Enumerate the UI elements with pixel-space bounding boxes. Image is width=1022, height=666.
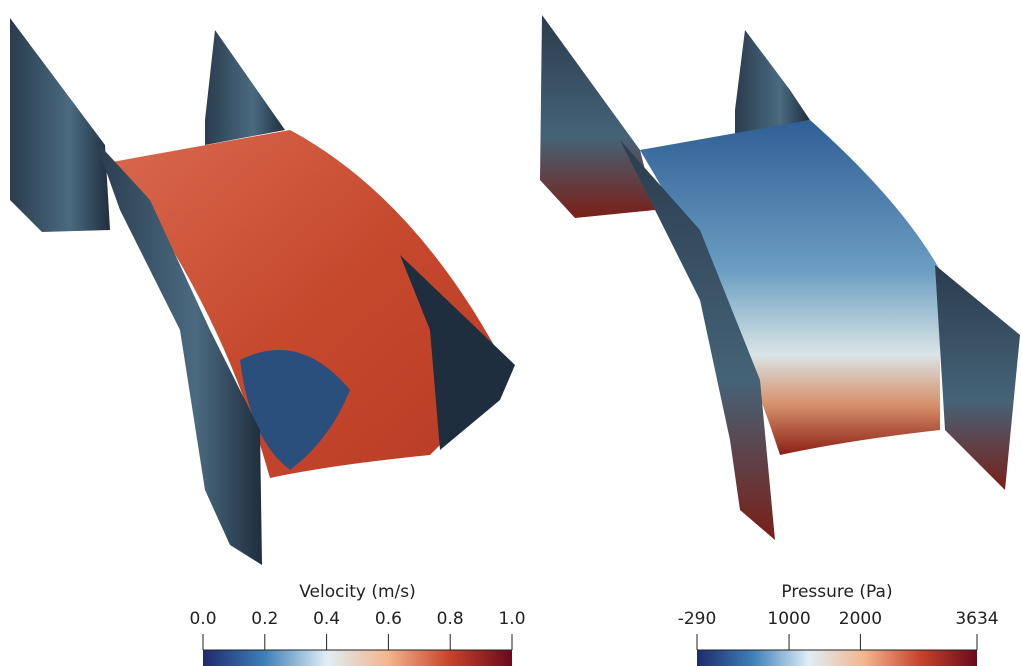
pressure-render bbox=[540, 15, 1020, 540]
tick-label: 0.2 bbox=[251, 609, 278, 629]
tick-label: 0.6 bbox=[375, 609, 402, 629]
colorbar bbox=[203, 650, 512, 666]
tick-label: 0.4 bbox=[313, 609, 340, 629]
tick-label: 1.0 bbox=[498, 609, 525, 629]
tick-label: 2000 bbox=[839, 609, 882, 629]
colorbar bbox=[697, 650, 977, 666]
tick-label: 0.0 bbox=[189, 609, 216, 629]
tick-label: -290 bbox=[678, 609, 717, 629]
tick-label: 3634 bbox=[955, 609, 998, 629]
figure: Velocity (m/s) 0.0 0.2 0.4 0.6 0.8 1.0 Pressure… bbox=[0, 0, 1022, 666]
colorbar-title: Velocity (m/s) bbox=[299, 582, 416, 602]
velocity-render bbox=[10, 18, 515, 565]
tick-label: 0.8 bbox=[437, 609, 464, 629]
colorbar-title: Pressure (Pa) bbox=[781, 582, 892, 602]
tick-label: 1000 bbox=[767, 609, 810, 629]
